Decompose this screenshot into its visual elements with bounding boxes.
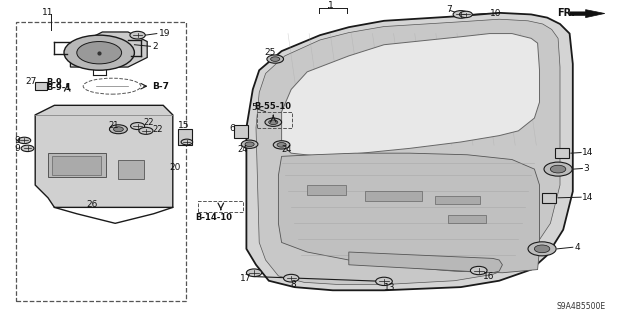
Text: 5: 5 bbox=[251, 103, 257, 112]
Circle shape bbox=[273, 141, 290, 149]
Text: 21: 21 bbox=[109, 121, 119, 130]
Text: 7: 7 bbox=[446, 4, 452, 13]
Circle shape bbox=[77, 41, 122, 64]
Circle shape bbox=[271, 57, 280, 61]
Circle shape bbox=[376, 277, 392, 286]
Text: 2: 2 bbox=[152, 42, 158, 51]
Circle shape bbox=[528, 242, 556, 256]
Circle shape bbox=[534, 245, 550, 253]
Polygon shape bbox=[118, 160, 144, 179]
Bar bbox=[448, 215, 486, 223]
Text: 8: 8 bbox=[290, 280, 296, 289]
Text: 3: 3 bbox=[584, 164, 589, 173]
Bar bbox=[307, 185, 346, 195]
Polygon shape bbox=[48, 153, 106, 177]
Bar bbox=[542, 193, 556, 203]
Circle shape bbox=[453, 11, 468, 18]
Text: 16: 16 bbox=[483, 272, 495, 281]
Text: 10: 10 bbox=[490, 9, 501, 18]
Polygon shape bbox=[349, 252, 502, 273]
Text: 17: 17 bbox=[240, 274, 252, 283]
Bar bbox=[555, 148, 569, 158]
Circle shape bbox=[544, 162, 572, 176]
Text: 1: 1 bbox=[328, 1, 334, 10]
Circle shape bbox=[181, 139, 193, 145]
Text: 27: 27 bbox=[26, 77, 37, 86]
Text: 22: 22 bbox=[152, 125, 163, 134]
Circle shape bbox=[131, 122, 145, 130]
Polygon shape bbox=[246, 13, 573, 290]
Bar bbox=[435, 196, 480, 204]
Polygon shape bbox=[70, 32, 147, 67]
Circle shape bbox=[245, 142, 254, 146]
Text: 19: 19 bbox=[159, 29, 170, 38]
Text: 26: 26 bbox=[86, 200, 98, 209]
Text: 9: 9 bbox=[14, 144, 20, 153]
Text: S9A4B5500E: S9A4B5500E bbox=[557, 302, 605, 311]
Bar bbox=[35, 82, 47, 90]
Circle shape bbox=[269, 120, 278, 124]
Circle shape bbox=[265, 118, 282, 126]
Polygon shape bbox=[278, 153, 540, 273]
Text: B-7: B-7 bbox=[152, 82, 170, 91]
Circle shape bbox=[18, 137, 31, 144]
Circle shape bbox=[550, 165, 566, 173]
Text: 20: 20 bbox=[170, 163, 181, 172]
Bar bbox=[178, 129, 192, 145]
Text: B-9-1: B-9-1 bbox=[47, 83, 72, 92]
Circle shape bbox=[64, 35, 134, 70]
Polygon shape bbox=[282, 33, 540, 156]
Text: 15: 15 bbox=[178, 121, 189, 130]
Text: 24: 24 bbox=[237, 145, 248, 154]
Circle shape bbox=[267, 55, 284, 63]
Polygon shape bbox=[570, 10, 605, 18]
Circle shape bbox=[139, 127, 153, 134]
Text: B-9: B-9 bbox=[47, 78, 63, 87]
Circle shape bbox=[130, 31, 145, 39]
Circle shape bbox=[241, 140, 258, 148]
Text: FR.: FR. bbox=[557, 9, 575, 19]
Polygon shape bbox=[35, 105, 173, 207]
Text: 14: 14 bbox=[582, 148, 594, 157]
Text: 13: 13 bbox=[384, 283, 396, 292]
Circle shape bbox=[109, 125, 127, 134]
Text: 25: 25 bbox=[264, 48, 276, 57]
Polygon shape bbox=[256, 19, 560, 285]
Text: 4: 4 bbox=[575, 243, 580, 252]
Text: 9: 9 bbox=[14, 136, 20, 145]
Circle shape bbox=[460, 11, 472, 18]
Text: B-55-10: B-55-10 bbox=[254, 102, 291, 111]
Bar bbox=[365, 191, 422, 201]
Text: 22: 22 bbox=[143, 118, 154, 127]
Circle shape bbox=[21, 145, 34, 152]
Polygon shape bbox=[52, 156, 101, 174]
Text: B-14-10: B-14-10 bbox=[195, 213, 232, 222]
Text: 6: 6 bbox=[229, 124, 235, 133]
Text: 24: 24 bbox=[282, 145, 292, 154]
Circle shape bbox=[284, 274, 299, 282]
Bar bbox=[234, 125, 248, 137]
Circle shape bbox=[277, 143, 286, 147]
Circle shape bbox=[470, 266, 487, 275]
Circle shape bbox=[246, 269, 262, 277]
Text: 11: 11 bbox=[42, 8, 53, 17]
Circle shape bbox=[113, 127, 124, 132]
Text: 14: 14 bbox=[582, 193, 594, 202]
